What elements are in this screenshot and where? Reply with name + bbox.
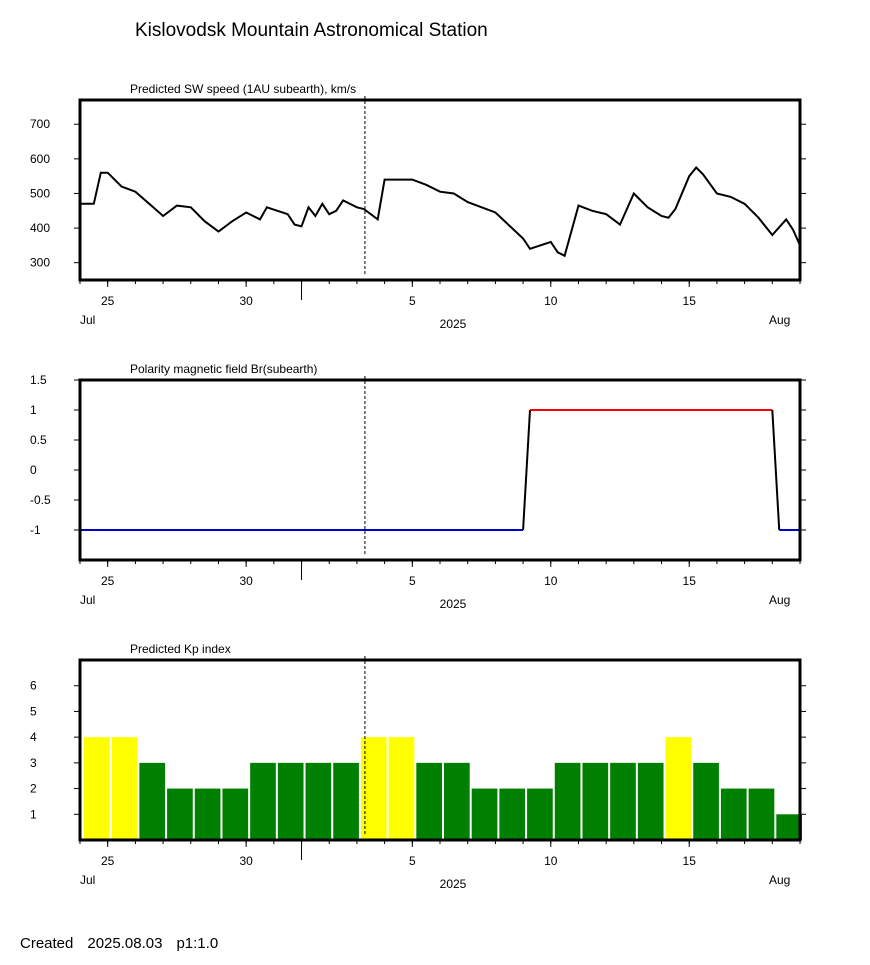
x-tick-label: 5 — [409, 854, 416, 868]
month-label-right: Aug — [769, 873, 790, 887]
year-label: 2025 — [440, 317, 467, 331]
x-tick-label: 25 — [101, 854, 115, 868]
kp-bar — [250, 762, 276, 840]
month-label-left: Jul — [80, 873, 95, 887]
year-label: 2025 — [440, 597, 467, 611]
x-tick-label: 10 — [544, 574, 558, 588]
chart-panel-3: Predicted Kp index 1 2 3 4 5 6 25 30 5 10 15 Jul Aug 2… — [30, 642, 806, 891]
kp-bar — [333, 762, 359, 840]
month-label-right: Aug — [769, 313, 790, 327]
month-label-left: Jul — [80, 313, 95, 327]
y-tick-label: 600 — [30, 152, 50, 166]
plot-frame — [78, 658, 802, 842]
x-tick-label: 15 — [683, 574, 697, 588]
kp-bar — [111, 737, 138, 840]
kp-bar — [84, 737, 110, 840]
y-tick-label: 0.5 — [30, 433, 47, 447]
kp-bar — [277, 762, 304, 840]
kp-bar — [416, 762, 442, 840]
y-tick-label: 5 — [30, 704, 37, 718]
y-tick-label: 500 — [30, 186, 50, 200]
x-tick-label: 5 — [409, 294, 416, 308]
month-label-left: Jul — [80, 593, 95, 607]
x-tick-label: 15 — [683, 854, 697, 868]
created-date: 2025.08.03 — [87, 935, 163, 952]
x-tick-label: 25 — [101, 294, 115, 308]
x-tick-label: 30 — [239, 294, 253, 308]
kp-bar — [610, 762, 636, 840]
month-label-right: Aug — [769, 593, 790, 607]
y-tick-label: 1 — [30, 807, 37, 821]
y-tick-label: 6 — [30, 679, 37, 693]
y-tick-label: 300 — [30, 256, 50, 270]
created-label: Created — [20, 935, 74, 952]
kp-bar — [471, 788, 498, 840]
chart-title: Polarity magnetic field Br(subearth) — [130, 362, 317, 376]
kp-bar — [554, 762, 581, 840]
chart-panel-1: Predicted SW speed (1AU subearth), km/s 3… — [30, 82, 806, 331]
y-tick-label: 4 — [30, 730, 37, 744]
y-tick-label: -0.5 — [30, 493, 51, 507]
x-tick-label: 10 — [544, 294, 558, 308]
kp-bar — [527, 788, 553, 840]
kp-bar — [637, 762, 664, 840]
y-tick-label: 700 — [30, 117, 50, 131]
polarity-segment — [771, 409, 781, 531]
y-tick-label: 2 — [30, 782, 37, 796]
y-tick-label: 400 — [30, 221, 50, 235]
x-tick-label: 5 — [409, 574, 416, 588]
kp-bar — [388, 737, 415, 840]
y-tick-label: 0 — [30, 463, 37, 477]
kp-bar — [194, 788, 221, 840]
footer: Created 2025.08.03 p1:1.0 — [20, 935, 232, 952]
y-tick-label: 1.5 — [30, 373, 47, 387]
sw-speed-line — [80, 166, 801, 258]
kp-bar — [720, 788, 747, 840]
x-tick-label: 15 — [683, 294, 697, 308]
chart-title: Predicted SW speed (1AU subearth), km/s — [130, 82, 356, 96]
plot-frame — [78, 98, 802, 282]
polarity-segment — [522, 409, 531, 531]
kp-bar — [222, 788, 249, 840]
y-tick-label: -1 — [30, 523, 41, 537]
x-tick-label: 10 — [544, 854, 558, 868]
kp-bar — [444, 762, 470, 840]
kp-bar — [748, 788, 775, 840]
y-tick-label: 1 — [30, 403, 37, 417]
x-tick-label: 30 — [239, 854, 253, 868]
chart-panel-2: Polarity magnetic field Br(subearth) -1 -0… — [30, 362, 806, 611]
x-tick-label: 25 — [101, 574, 115, 588]
page-title: Kislovodsk Mountain Astronomical Station — [135, 20, 488, 41]
x-tick-label: 30 — [239, 574, 253, 588]
page-id: p1:1.0 — [176, 935, 219, 952]
kp-bar — [665, 737, 692, 840]
kp-bar — [305, 762, 332, 840]
kp-bar — [693, 762, 719, 840]
kp-bar — [167, 788, 193, 840]
plot-frame — [78, 378, 802, 562]
kp-bar — [776, 814, 802, 840]
kp-bar — [582, 762, 609, 840]
kp-bar — [139, 762, 166, 840]
y-tick-label: 3 — [30, 756, 37, 770]
chart-title: Predicted Kp index — [130, 642, 231, 656]
kp-bar — [499, 788, 526, 840]
year-label: 2025 — [440, 877, 467, 891]
